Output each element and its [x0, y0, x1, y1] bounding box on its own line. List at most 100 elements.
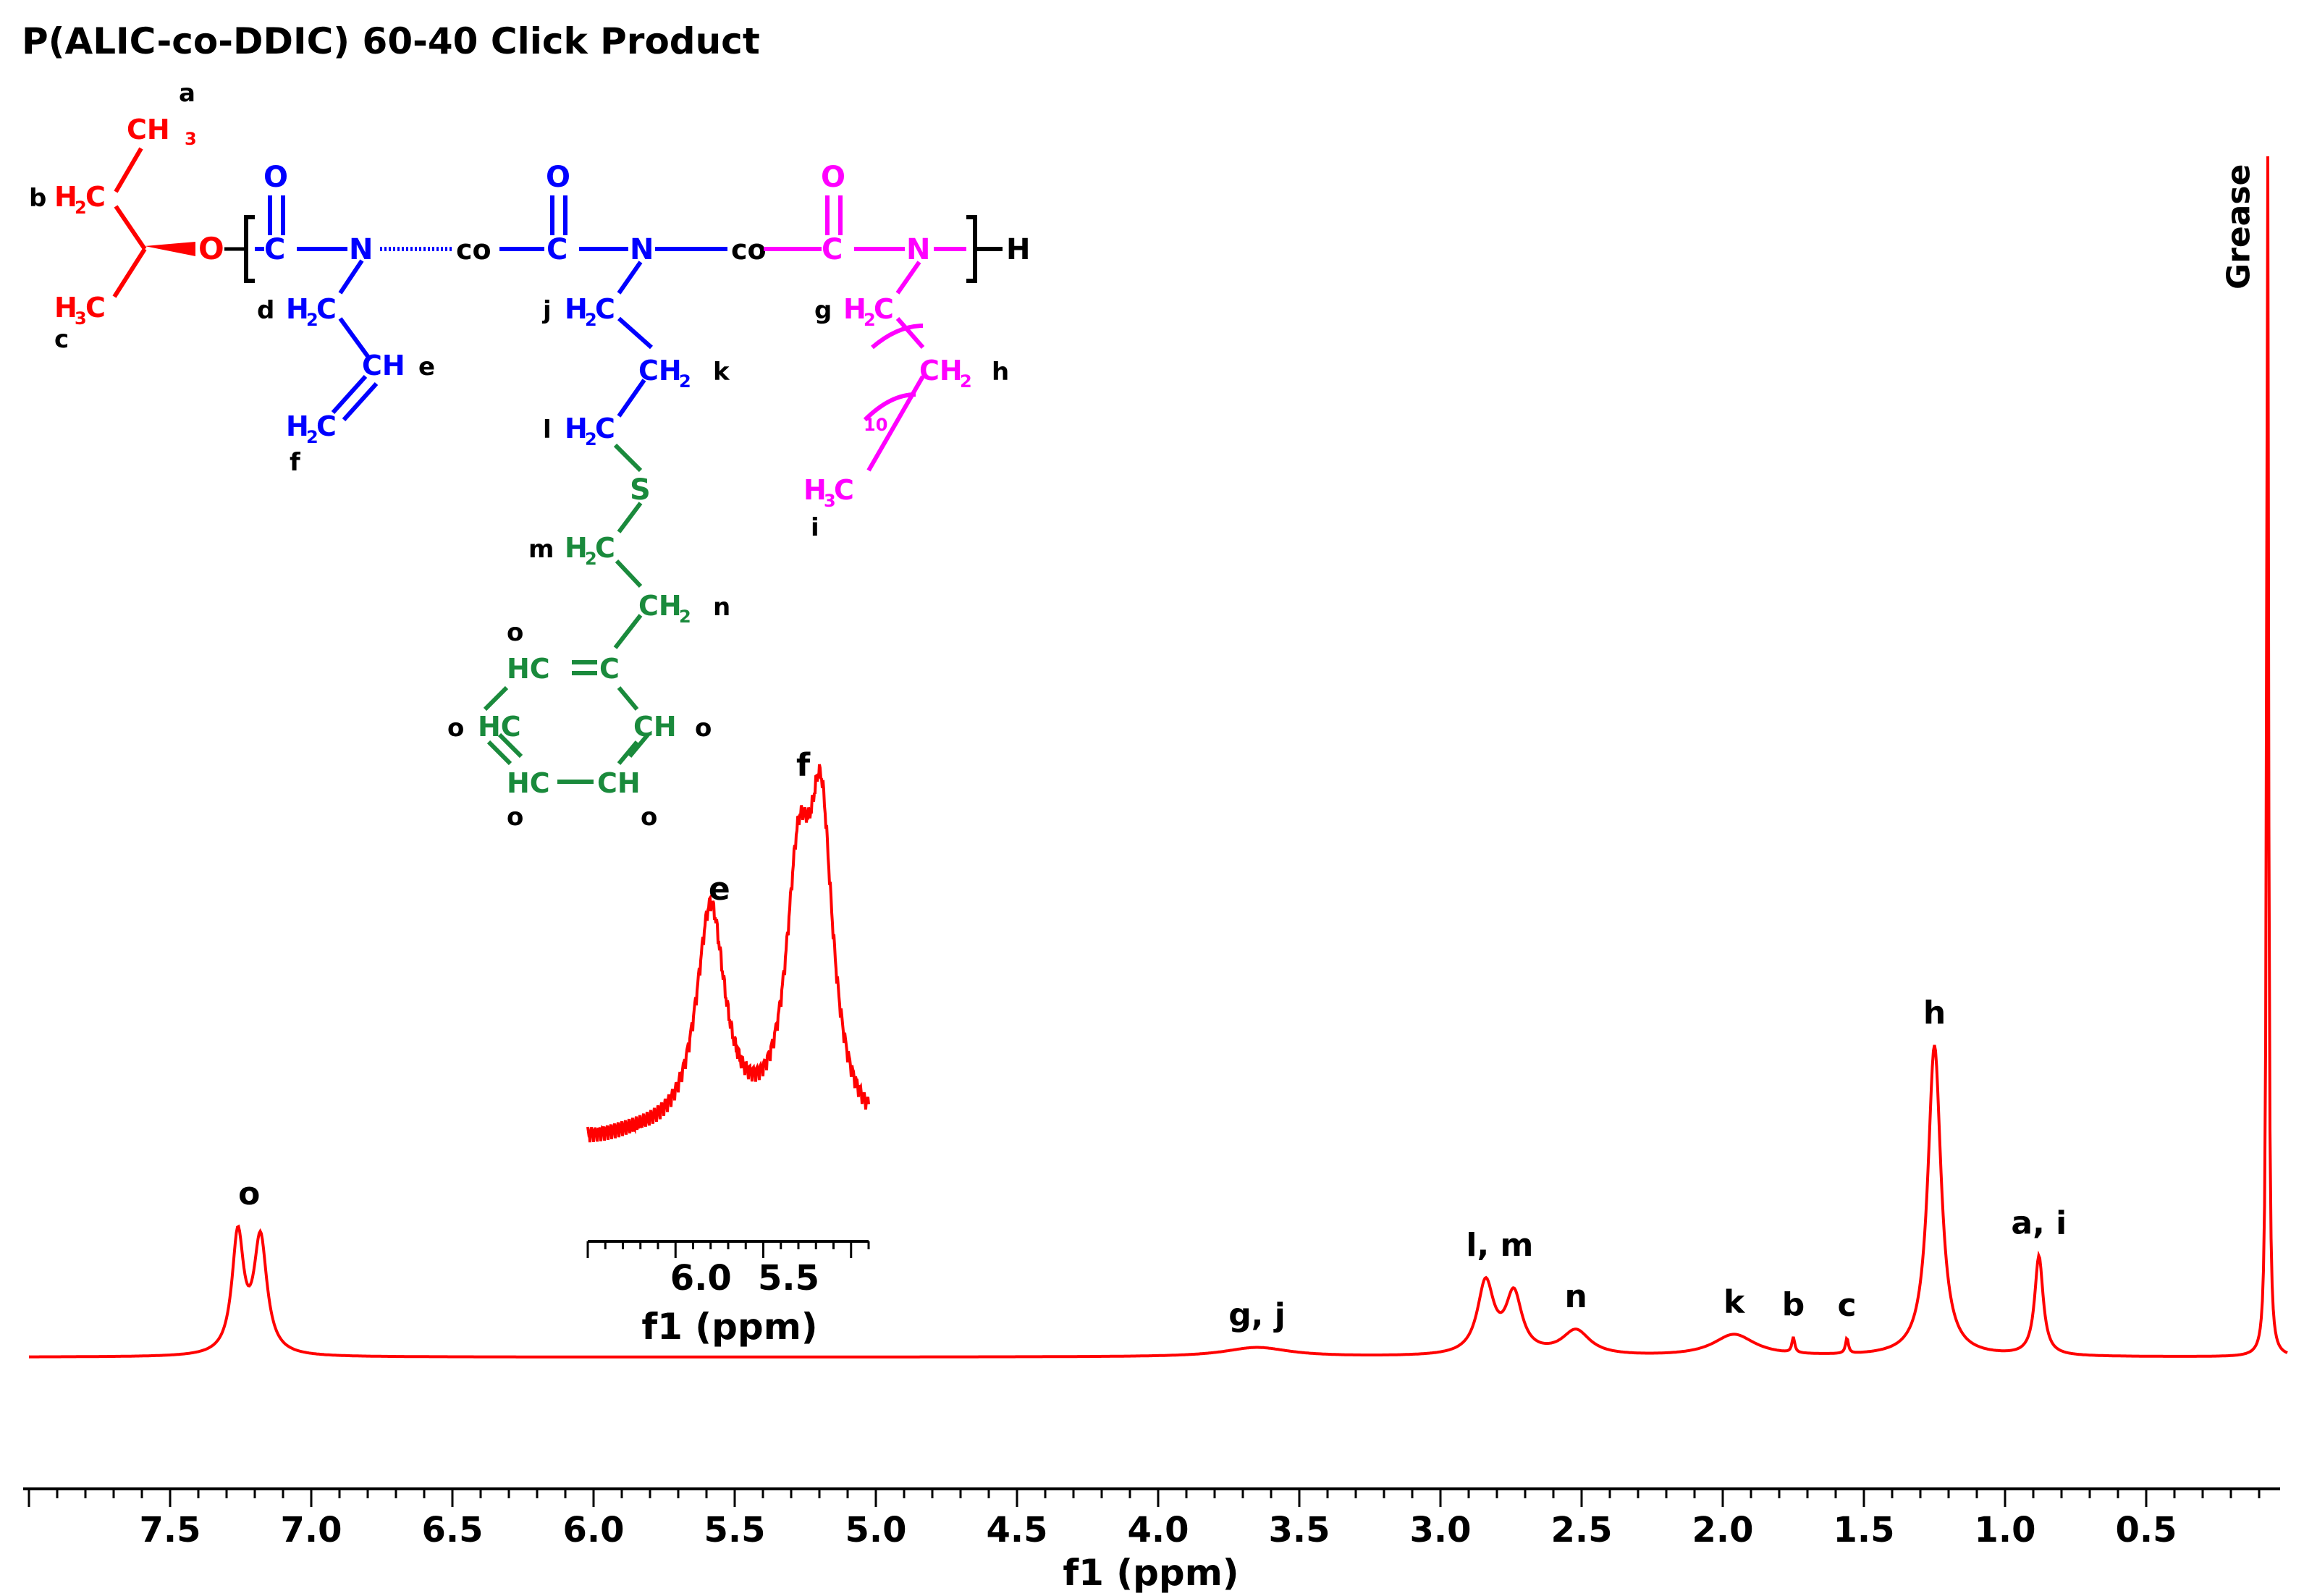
thioether-bonds — [483, 443, 650, 784]
peak-label: a, i — [2011, 1205, 2067, 1242]
phenyl-hc-1: HC — [507, 653, 550, 685]
group-h3c-h: H — [54, 292, 77, 324]
x-tick-label: 3.5 — [1268, 1510, 1330, 1550]
sulfur: S — [630, 473, 651, 507]
sub-2n: 2 — [679, 607, 691, 627]
letter-o-5: o — [641, 803, 657, 832]
letter-e: e — [418, 352, 435, 381]
letter-d: d — [257, 296, 274, 325]
nitrogen-3: N — [906, 233, 930, 266]
group-h2c-g-h: H — [843, 293, 866, 325]
letter-k: k — [713, 358, 730, 387]
peak-label: n — [1565, 1278, 1587, 1315]
peak-label: h — [1923, 995, 1946, 1031]
sub-2d: 2 — [306, 310, 318, 330]
x-tick-label: 1.5 — [1833, 1510, 1894, 1550]
oxygen: O — [198, 231, 224, 266]
group-c-f: C — [316, 410, 337, 442]
group-h3c-i-h: H — [803, 474, 827, 506]
sub-2f: 2 — [306, 427, 318, 447]
letter-n: n — [713, 593, 730, 622]
peak-label: Grease — [2221, 164, 2258, 290]
group-c-j: C — [595, 293, 615, 325]
nitrogen-1: N — [349, 233, 373, 266]
carbonyl-o-2: O — [546, 161, 570, 194]
proton-labels: a b c d e f g h i j k l m n o o o o o — [29, 79, 1009, 832]
phenyl-c-ipso: C — [599, 653, 620, 685]
x-tick-label: 2.0 — [1692, 1510, 1753, 1550]
x-tick-label: 7.5 — [139, 1510, 201, 1550]
group-ch2-k: CH — [638, 355, 682, 387]
x-axis-label: f1 (ppm) — [1063, 1552, 1238, 1594]
x-tick-label: 4.0 — [1127, 1510, 1189, 1550]
group-c-c: C — [85, 292, 106, 324]
letter-o-2: o — [447, 714, 464, 743]
peak-label: l, m — [1466, 1227, 1533, 1264]
x-tick-label: 4.5 — [986, 1510, 1047, 1550]
sub-2k: 2 — [679, 371, 691, 392]
x-tick-label: 3.0 — [1409, 1510, 1471, 1550]
letter-o-1: o — [507, 618, 523, 647]
peak-label: o — [238, 1175, 260, 1212]
letter-a: a — [179, 79, 195, 108]
chart-title: P(ALIC-co-DDIC) 60-40 Click Product — [22, 20, 760, 62]
isopropyl-bonds — [112, 147, 195, 298]
group-h2c-l-h: H — [565, 413, 588, 444]
letter-f: f — [290, 448, 301, 477]
co-1: co — [456, 234, 491, 266]
carbonyl-o-3: O — [821, 161, 845, 194]
sub-3i: 3 — [824, 491, 836, 511]
letter-c: c — [54, 325, 69, 354]
letter-l: l — [543, 415, 552, 444]
peak-label: g, j — [1228, 1297, 1286, 1334]
sub-2l: 2 — [585, 429, 597, 449]
group-c-d: C — [316, 293, 337, 325]
group-ch2-n: CH — [638, 590, 682, 622]
carbonyl-o-1: O — [263, 161, 288, 194]
group-ch2-h: CH — [919, 355, 963, 387]
repeat-10: 10 — [864, 415, 887, 435]
inset-peak-label: f — [796, 746, 811, 783]
phenyl-ch-5: CH — [597, 767, 641, 799]
inset-spectrum-line — [586, 764, 870, 1143]
sub-2h: 2 — [960, 371, 972, 392]
group-h2c-j-h: H — [565, 293, 588, 325]
letter-o-3: o — [695, 714, 712, 743]
sub-2m: 2 — [585, 549, 597, 569]
letter-j: j — [541, 296, 552, 325]
group-c-g: C — [874, 293, 894, 325]
terminal-h: H — [1006, 233, 1030, 266]
group-h2c-f-h: H — [286, 410, 309, 442]
sub-3a: 3 — [185, 129, 197, 149]
carbonyl-c-3: C — [822, 233, 843, 266]
nitrogen-2: N — [630, 233, 654, 266]
x-tick-label: 5.5 — [704, 1510, 765, 1550]
sub-2j: 2 — [585, 310, 597, 330]
sub-2g: 2 — [864, 310, 876, 330]
peak-label: b — [1782, 1286, 1805, 1323]
sub-3c: 3 — [75, 308, 87, 329]
group-h2c-d-h: H — [286, 293, 309, 325]
inset-tick-label: 5.5 — [758, 1258, 819, 1299]
carbonyl-c-2: C — [547, 233, 567, 266]
ddic-bonds — [764, 195, 966, 472]
group-c-b: C — [85, 181, 106, 213]
phenyl-ch-3: CH — [633, 711, 677, 743]
group-c-i: C — [834, 474, 854, 506]
sub-2b: 2 — [75, 198, 87, 218]
x-tick-label: 1.0 — [1974, 1510, 2035, 1550]
x-tick-label: 6.0 — [562, 1510, 624, 1550]
carbonyl-c-1: C — [264, 233, 285, 266]
group-ch3: CH — [127, 114, 170, 145]
alic-bonds — [255, 195, 727, 422]
letter-g: g — [814, 296, 832, 325]
x-tick-label: 6.5 — [421, 1510, 483, 1550]
wedge-bond — [145, 242, 195, 256]
group-ch-e: CH — [362, 350, 405, 381]
letter-o-4: o — [507, 803, 523, 832]
phenyl-hc-4: HC — [507, 767, 550, 799]
phenyl-hc-2: HC — [478, 711, 521, 743]
x-tick-label: 7.0 — [280, 1510, 342, 1550]
peak-label: k — [1723, 1283, 1746, 1320]
